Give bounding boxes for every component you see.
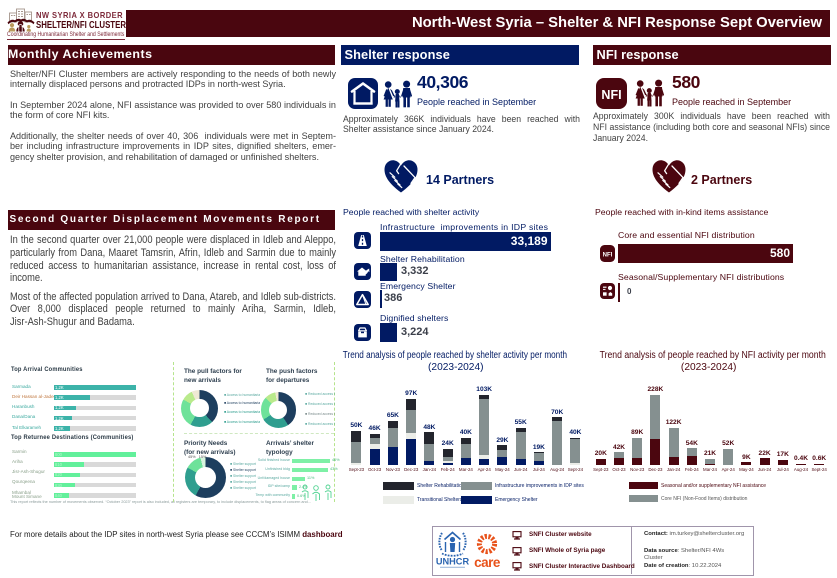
svg-text:NFI: NFI	[603, 253, 613, 259]
svg-text:NFI: NFI	[601, 88, 621, 102]
svg-text:care: care	[474, 555, 501, 570]
svg-text:UNHCR: UNHCR	[436, 557, 469, 567]
